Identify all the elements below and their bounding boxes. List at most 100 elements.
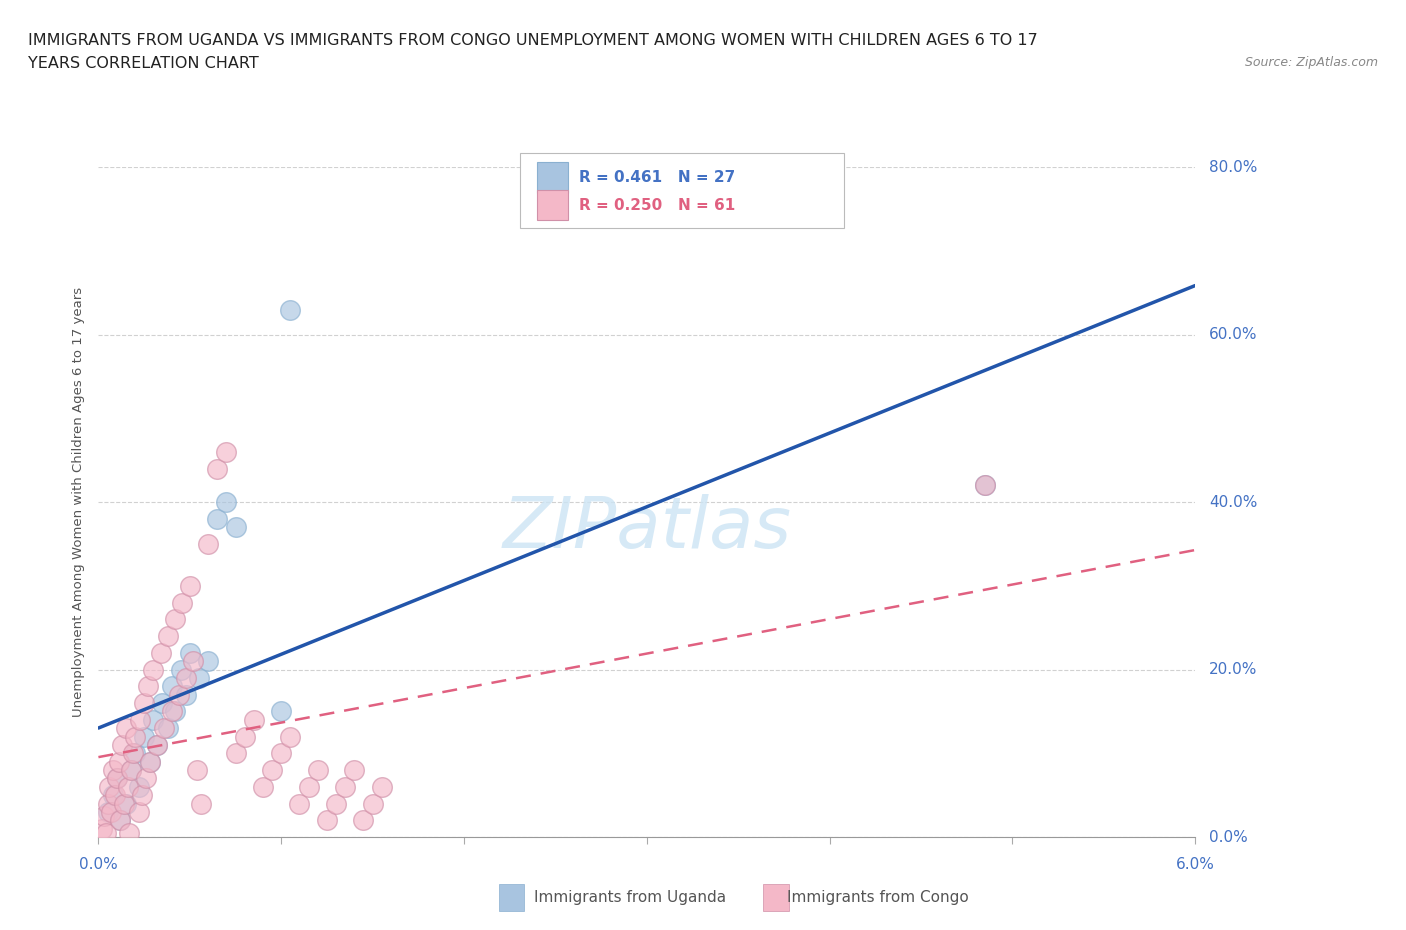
- Point: [325, 796, 347, 811]
- Point: [128, 804, 150, 819]
- Point: [156, 721, 179, 736]
- Point: [138, 754, 160, 769]
- Point: [153, 721, 176, 736]
- Point: [96, 796, 120, 811]
- Point: [197, 654, 219, 669]
- Point: [115, 721, 138, 736]
- Point: [188, 671, 211, 685]
- Point: [101, 788, 124, 803]
- Point: [174, 687, 197, 702]
- Point: [101, 763, 124, 777]
- Point: [132, 696, 156, 711]
- Text: ZIPatlas: ZIPatlas: [502, 495, 792, 564]
- Point: [135, 771, 157, 786]
- Text: Source: ZipAtlas.com: Source: ZipAtlas.com: [1244, 56, 1378, 69]
- Point: [361, 796, 384, 811]
- Point: [280, 729, 302, 744]
- Point: [183, 654, 205, 669]
- Point: [225, 520, 247, 535]
- Point: [197, 537, 219, 551]
- Point: [110, 813, 132, 828]
- Point: [131, 788, 153, 803]
- Text: 0.0%: 0.0%: [79, 857, 118, 872]
- Point: [152, 696, 174, 711]
- Point: [315, 813, 337, 828]
- Point: [165, 612, 187, 627]
- Point: [190, 796, 212, 811]
- Point: [142, 712, 165, 727]
- Point: [165, 704, 187, 719]
- Point: [174, 671, 197, 685]
- Point: [118, 826, 141, 841]
- Point: [98, 779, 121, 794]
- Point: [120, 763, 142, 777]
- Point: [105, 771, 128, 786]
- Text: 40.0%: 40.0%: [1209, 495, 1257, 510]
- Point: [186, 763, 208, 777]
- Point: [172, 595, 194, 610]
- Point: [233, 729, 256, 744]
- Point: [270, 704, 292, 719]
- Point: [179, 578, 201, 593]
- Point: [156, 629, 179, 644]
- Point: [96, 804, 120, 819]
- Text: IMMIGRANTS FROM UGANDA VS IMMIGRANTS FROM CONGO UNEMPLOYMENT AMONG WOMEN WITH CH: IMMIGRANTS FROM UGANDA VS IMMIGRANTS FRO…: [28, 33, 1038, 47]
- Point: [117, 779, 139, 794]
- Point: [146, 737, 169, 752]
- Point: [111, 737, 134, 752]
- Point: [179, 645, 201, 660]
- Point: [104, 788, 127, 803]
- Point: [107, 754, 129, 769]
- Point: [270, 746, 292, 761]
- Point: [149, 645, 172, 660]
- Point: [142, 662, 165, 677]
- Point: [207, 461, 229, 476]
- Point: [138, 754, 160, 769]
- Text: Immigrants from Uganda: Immigrants from Uganda: [534, 890, 727, 905]
- Point: [225, 746, 247, 761]
- Point: [105, 771, 128, 786]
- Point: [132, 729, 156, 744]
- Point: [297, 779, 319, 794]
- Point: [335, 779, 357, 794]
- Point: [129, 712, 152, 727]
- Point: [352, 813, 374, 828]
- Point: [94, 826, 117, 841]
- Point: [167, 687, 190, 702]
- Point: [243, 712, 266, 727]
- Point: [215, 445, 238, 459]
- Text: 0.0%: 0.0%: [1209, 830, 1249, 844]
- Point: [115, 796, 138, 811]
- Point: [371, 779, 394, 794]
- Point: [973, 478, 995, 493]
- Point: [128, 779, 150, 794]
- Point: [91, 821, 114, 836]
- Y-axis label: Unemployment Among Women with Children Ages 6 to 17 years: Unemployment Among Women with Children A…: [72, 287, 86, 717]
- Point: [252, 779, 274, 794]
- Point: [207, 512, 229, 526]
- Point: [120, 763, 142, 777]
- Point: [146, 737, 169, 752]
- Point: [262, 763, 284, 777]
- Point: [124, 746, 146, 761]
- Point: [343, 763, 366, 777]
- Point: [160, 704, 183, 719]
- Point: [288, 796, 311, 811]
- Text: R = 0.250   N = 61: R = 0.250 N = 61: [579, 197, 735, 213]
- Point: [215, 495, 238, 510]
- Point: [122, 746, 145, 761]
- Text: 60.0%: 60.0%: [1209, 327, 1257, 342]
- Point: [112, 796, 135, 811]
- Point: [124, 729, 146, 744]
- Point: [170, 662, 193, 677]
- Point: [136, 679, 159, 694]
- Text: 20.0%: 20.0%: [1209, 662, 1257, 677]
- Text: 6.0%: 6.0%: [1175, 857, 1215, 872]
- Point: [973, 478, 995, 493]
- Text: YEARS CORRELATION CHART: YEARS CORRELATION CHART: [28, 56, 259, 71]
- Point: [110, 813, 132, 828]
- Point: [160, 679, 183, 694]
- Text: Immigrants from Congo: Immigrants from Congo: [787, 890, 969, 905]
- Point: [280, 302, 302, 317]
- Point: [100, 804, 122, 819]
